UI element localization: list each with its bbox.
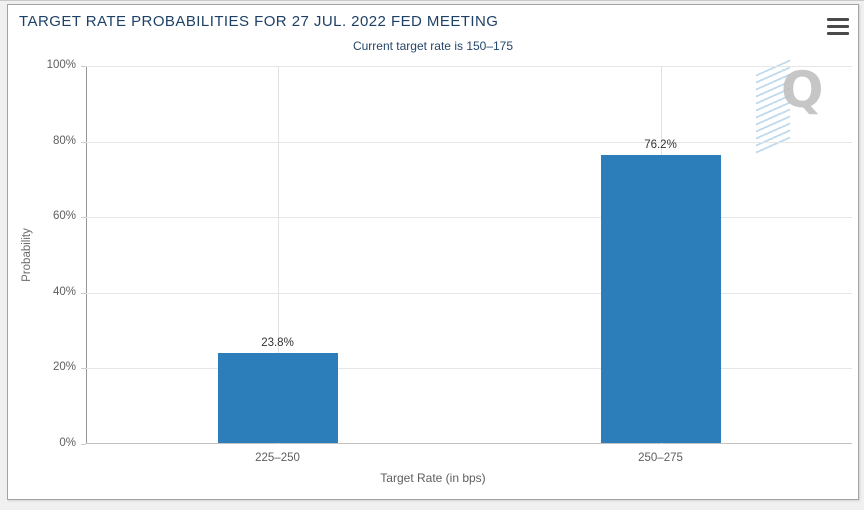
chart-subtitle: Current target rate is 150–175 <box>352 39 514 53</box>
x-axis-tick-label: 225–250 <box>255 452 300 464</box>
y-axis-tick-label: 40% <box>52 285 76 298</box>
x-axis-title: Target Rate (in bps) <box>380 471 486 485</box>
y-axis-tick-label: 20% <box>52 361 76 374</box>
y-axis-title: Probability <box>21 228 33 282</box>
bar-value-label: 23.8% <box>261 337 294 350</box>
y-axis-tickmark <box>81 444 86 445</box>
gridline-horizontal <box>86 217 852 219</box>
hamburger-icon <box>827 32 849 35</box>
gridline-horizontal <box>86 368 852 370</box>
y-axis-tick-label: 100% <box>46 59 76 71</box>
x-axis-line <box>86 443 852 444</box>
y-axis-tickmark <box>81 292 86 294</box>
x-axis-tick-label: 250–275 <box>638 452 683 464</box>
bar-225–250[interactable] <box>217 353 338 443</box>
y-axis-tickmark <box>81 66 86 67</box>
chart-context-menu-button[interactable] <box>827 18 849 35</box>
gridline-horizontal <box>86 292 852 294</box>
chart-title: TARGET RATE PROBABILITIES FOR 27 JUL. 20… <box>19 13 499 30</box>
y-axis-tickmark <box>81 217 86 219</box>
gridline-horizontal <box>86 141 852 143</box>
y-axis-tick-label: 80% <box>52 134 76 147</box>
bar-value-label: 76.2% <box>644 138 677 151</box>
gridline-vertical <box>277 66 279 444</box>
y-axis-tickmark <box>81 141 86 143</box>
y-axis-line <box>86 66 87 444</box>
bar-250–275[interactable] <box>600 154 721 443</box>
y-axis-tickmark <box>81 368 86 370</box>
y-axis-tick-label: 0% <box>59 437 76 449</box>
hamburger-icon <box>827 25 849 28</box>
plot-area: 23.8% 76.2% <box>86 66 852 444</box>
hamburger-icon <box>827 18 849 21</box>
y-axis-tick-label: 60% <box>52 210 76 223</box>
chart-panel: TARGET RATE PROBABILITIES FOR 27 JUL. 20… <box>7 4 859 500</box>
gridline-horizontal <box>86 66 852 67</box>
